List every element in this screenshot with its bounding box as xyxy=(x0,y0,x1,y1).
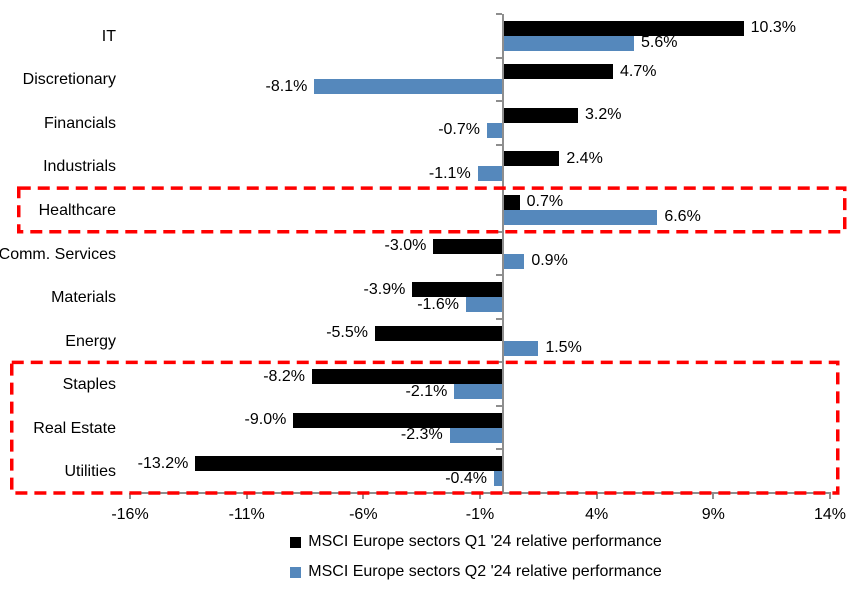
category-axis-tick xyxy=(496,13,503,15)
value-label-q1-real-estate: -9.0% xyxy=(244,411,287,429)
category-axis-line xyxy=(502,14,505,493)
category-label-staples: Staples xyxy=(62,376,116,394)
bar-q2-healthcare xyxy=(503,209,658,225)
value-label-q2-staples: -2.1% xyxy=(405,382,448,400)
category-label-industrials: Industrials xyxy=(43,158,116,176)
legend-label-q2: MSCI Europe sectors Q2 '24 relative perf… xyxy=(308,563,662,580)
legend-swatch-q2 xyxy=(290,566,302,578)
category-label-financials: Financials xyxy=(43,114,116,132)
bar-q1-energy xyxy=(375,325,504,341)
category-label-real-estate: Real Estate xyxy=(33,419,116,437)
bar-q2-industrials xyxy=(477,166,504,182)
bar-q2-real-estate xyxy=(449,427,504,443)
category-label-it: IT xyxy=(101,27,116,45)
value-label-q2-comm-services: 0.9% xyxy=(531,252,568,269)
value-label-q1-financials: 3.2% xyxy=(585,106,622,124)
category-axis-tick xyxy=(496,100,503,103)
highlight-box-healthcare xyxy=(17,186,847,234)
category-axis-tick xyxy=(496,143,503,146)
bar-q2-energy xyxy=(503,340,539,356)
x-tick-label--11: -11% xyxy=(228,506,265,523)
value-axis-tick xyxy=(129,493,131,499)
bar-q2-comm-services xyxy=(503,253,525,269)
category-axis-tick xyxy=(496,492,503,494)
category-axis-tick xyxy=(496,448,503,451)
value-axis-tick xyxy=(829,493,831,499)
value-axis-tick xyxy=(595,493,598,499)
value-label-q1-industrials: 2.4% xyxy=(566,149,603,167)
x-tick-label-9: 9% xyxy=(701,506,725,523)
bar-q1-comm-services xyxy=(433,238,504,254)
value-label-q1-it: 10.3% xyxy=(750,19,797,37)
category-axis-tick xyxy=(496,56,503,59)
value-label-q2-real-estate: -2.3% xyxy=(400,426,443,444)
value-label-q2-healthcare: 6.6% xyxy=(664,208,701,226)
value-label-q1-staples: -8.2% xyxy=(263,367,305,385)
value-axis-tick xyxy=(479,493,481,499)
legend: MSCI Europe sectors Q1 '24 relative perf… xyxy=(0,527,852,587)
bar-q2-it xyxy=(503,35,634,51)
value-label-q1-materials: -3.9% xyxy=(363,280,406,298)
bar-q2-staples xyxy=(454,384,504,400)
category-label-healthcare: Healthcare xyxy=(38,201,116,219)
value-label-q2-industrials: -1.1% xyxy=(428,164,471,182)
bar-q2-discretionary xyxy=(314,79,504,95)
value-label-q1-energy: -5.5% xyxy=(326,324,368,342)
bar-q1-industrials xyxy=(503,151,560,167)
category-label-discretionary: Discretionary xyxy=(22,71,116,89)
category-label-materials: Materials xyxy=(51,289,116,307)
x-tick-label--1: -1% xyxy=(465,506,495,523)
value-label-q2-financials: -0.7% xyxy=(438,121,480,139)
bar-q1-healthcare xyxy=(503,194,520,210)
category-axis-tick xyxy=(496,274,503,277)
bar-q1-discretionary xyxy=(503,64,613,80)
value-label-q2-it: 5.6% xyxy=(641,34,678,52)
value-label-q2-discretionary: -8.1% xyxy=(265,77,308,95)
value-label-q1-comm-services: -3.0% xyxy=(384,237,427,254)
category-label-utilities: Utilities xyxy=(64,463,116,481)
x-tick-label-4: 4% xyxy=(585,506,609,523)
bar-q1-materials xyxy=(412,282,504,298)
category-axis-tick xyxy=(496,230,503,233)
bar-q1-it xyxy=(503,20,744,36)
x-tick-label--16: -16% xyxy=(111,506,149,523)
bar-q1-real-estate xyxy=(293,412,504,428)
category-axis-tick xyxy=(496,404,503,407)
value-label-q2-energy: 1.5% xyxy=(545,339,582,357)
bar-q1-financials xyxy=(503,107,578,123)
category-label-comm-services: Comm. Services xyxy=(0,245,116,263)
legend-label-q1: MSCI Europe sectors Q1 '24 relative perf… xyxy=(308,533,662,550)
category-axis-tick xyxy=(496,187,503,190)
value-axis-tick xyxy=(245,493,248,499)
value-label-q1-discretionary: 4.7% xyxy=(620,62,657,80)
category-axis-tick xyxy=(496,317,503,320)
category-label-energy: Energy xyxy=(65,332,116,350)
legend-swatch-q1 xyxy=(290,536,302,548)
bar-q2-materials xyxy=(466,297,504,313)
bar-q2-financials xyxy=(487,122,504,138)
value-axis-tick xyxy=(362,493,365,499)
value-label-q2-materials: -1.6% xyxy=(417,295,459,313)
x-tick-label-14: 14% xyxy=(813,506,847,523)
category-axis-tick xyxy=(496,361,503,364)
legend-item-q2: MSCI Europe sectors Q2 '24 relative perf… xyxy=(290,557,662,587)
value-label-q2-utilities: -0.4% xyxy=(445,469,487,487)
value-label-q1-healthcare: 0.7% xyxy=(526,193,564,211)
legend-item-q1: MSCI Europe sectors Q1 '24 relative perf… xyxy=(290,527,662,557)
x-tick-label--6: -6% xyxy=(349,506,378,523)
value-label-q1-utilities: -13.2% xyxy=(137,454,189,472)
value-axis-tick xyxy=(712,493,715,499)
